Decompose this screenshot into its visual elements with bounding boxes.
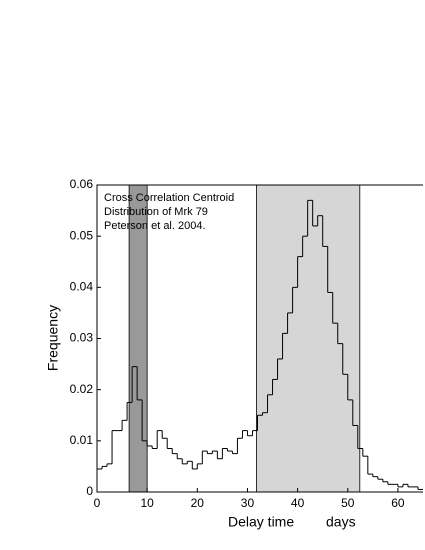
x-tick-label: 20 (191, 496, 205, 510)
y-tick-label: 0.01 (70, 433, 94, 447)
x-tick-label: 0 (94, 496, 101, 510)
x-tick-label: 40 (291, 496, 305, 510)
annotation: Distribution of Mrk 79 (104, 206, 208, 218)
annotation: Peterson et al. 2004. (104, 220, 206, 232)
y-tick-label: 0.02 (70, 382, 94, 396)
x-tick-label: 60 (391, 496, 405, 510)
shaded-range (256, 184, 361, 493)
x-axis-label: Delay time (228, 514, 294, 530)
x-tick-label: 30 (241, 496, 255, 510)
y-tick-label: 0.06 (70, 177, 94, 191)
x-axis-unit: days (326, 514, 356, 530)
y-tick-label: 0 (86, 484, 93, 498)
shaded-regions (128, 184, 361, 493)
x-tick-label: 10 (140, 496, 154, 510)
plot-area (97, 199, 423, 490)
y-tick-label: 0.04 (70, 280, 94, 294)
y-tick-label: 0.05 (70, 228, 94, 242)
annotation: Cross Correlation Centroid (104, 192, 234, 204)
x-tick-label: 50 (341, 496, 355, 510)
y-axis-label: Frequency (45, 305, 61, 371)
y-tick-label: 0.03 (70, 331, 94, 345)
